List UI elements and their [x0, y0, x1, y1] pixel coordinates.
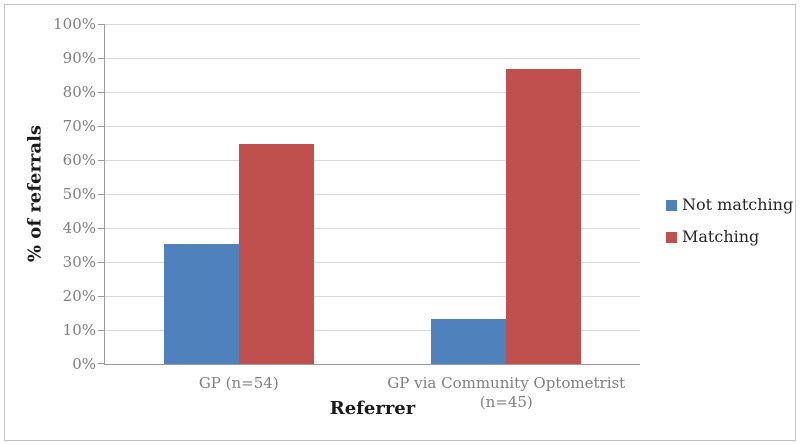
bar-not-matching-1 [163, 244, 239, 364]
gridline [105, 92, 640, 93]
gridline [105, 160, 640, 161]
x-axis-line [104, 364, 640, 365]
legend-swatch-icon [666, 199, 677, 211]
y-tick-mark [98, 296, 104, 297]
legend: Not matching Matching [666, 197, 793, 245]
gridline [105, 262, 640, 263]
y-axis-line [104, 24, 105, 364]
y-tick-mark [98, 262, 104, 263]
legend-swatch-icon [666, 231, 677, 243]
y-tick-label: 0% [72, 355, 96, 373]
gridline [105, 24, 640, 25]
x-axis-title: Referrer [329, 398, 416, 419]
gridline [105, 296, 640, 297]
gridline [105, 194, 640, 195]
bar-matching-2 [506, 69, 582, 364]
y-tick-mark [98, 92, 104, 93]
y-tick-label: 40% [62, 219, 96, 237]
gridline [105, 228, 640, 229]
legend-item-matching: Matching [666, 229, 793, 245]
y-tick-label: 100% [53, 15, 96, 33]
legend-item-not-matching: Not matching [666, 197, 793, 213]
y-tick-label: 70% [62, 117, 96, 135]
bar-matching-1 [238, 143, 314, 364]
plot-area: 0% 10% 20% 30% 40% 50% 60% 70% 80% 90% 100% [53, 15, 640, 373]
y-tick-label: 20% [62, 287, 96, 305]
x-category-label-2: GP via Community Optometrist (n=45) [387, 374, 626, 411]
y-tick-label: 60% [62, 151, 96, 169]
legend-label: Not matching [682, 195, 794, 214]
y-tick-mark [98, 228, 104, 229]
gridline [105, 330, 640, 331]
bar-not-matching-2 [431, 318, 507, 364]
y-tick-mark [98, 126, 104, 127]
y-tick-mark [98, 58, 104, 59]
y-tick-label: 90% [62, 49, 96, 67]
y-tick-label: 10% [62, 321, 96, 339]
legend-label: Matching [682, 227, 760, 246]
gridline [105, 126, 640, 127]
y-tick-label: 80% [62, 83, 96, 101]
y-tick-label: 50% [62, 185, 96, 203]
y-tick-mark [98, 194, 104, 195]
y-tick-mark [98, 24, 104, 25]
y-tick-mark [98, 160, 104, 161]
y-tick-mark [98, 363, 104, 364]
y-tick-label: 30% [62, 253, 96, 271]
y-tick-mark [98, 330, 104, 331]
gridline [105, 58, 640, 59]
x-category-label-1: GP (n=54) [198, 374, 279, 392]
